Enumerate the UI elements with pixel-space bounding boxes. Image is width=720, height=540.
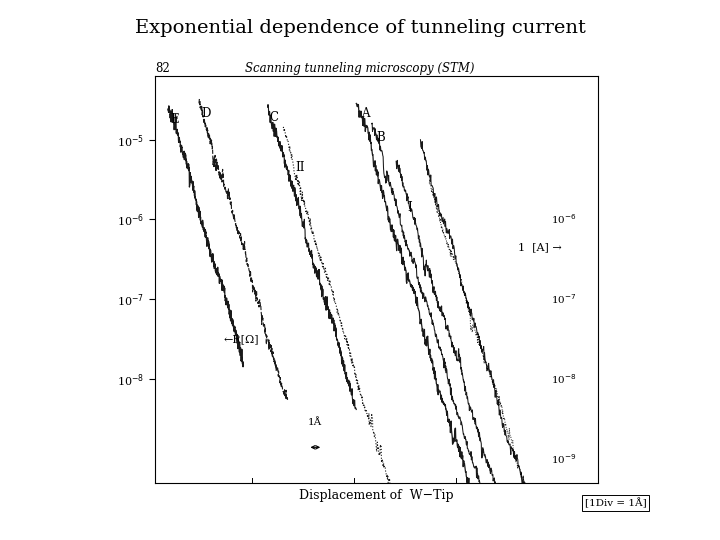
Text: 10$^{-9}$: 10$^{-9}$ bbox=[551, 453, 577, 466]
Text: E: E bbox=[171, 113, 179, 126]
Text: [1Div = 1Å]: [1Div = 1Å] bbox=[585, 498, 647, 509]
Text: ←R[Ω]: ←R[Ω] bbox=[223, 334, 259, 345]
Text: D: D bbox=[202, 107, 211, 120]
Text: B: B bbox=[377, 131, 385, 144]
Text: 10$^{-7}$: 10$^{-7}$ bbox=[551, 293, 577, 306]
Text: II: II bbox=[296, 161, 305, 174]
Text: A: A bbox=[361, 107, 369, 120]
Text: 10$^{-6}$: 10$^{-6}$ bbox=[551, 213, 577, 226]
Text: I: I bbox=[408, 201, 412, 214]
X-axis label: Displacement of  W−Tip: Displacement of W−Tip bbox=[299, 489, 454, 502]
Text: 1  [A] →: 1 [A] → bbox=[518, 242, 562, 253]
Text: Scanning tunneling microscopy (STM): Scanning tunneling microscopy (STM) bbox=[246, 62, 474, 75]
Text: C: C bbox=[269, 111, 278, 124]
Text: 10$^{-8}$: 10$^{-8}$ bbox=[551, 373, 577, 386]
Text: 82: 82 bbox=[155, 62, 169, 75]
Text: 1Å: 1Å bbox=[308, 418, 323, 427]
Text: Exponential dependence of tunneling current: Exponential dependence of tunneling curr… bbox=[135, 19, 585, 37]
